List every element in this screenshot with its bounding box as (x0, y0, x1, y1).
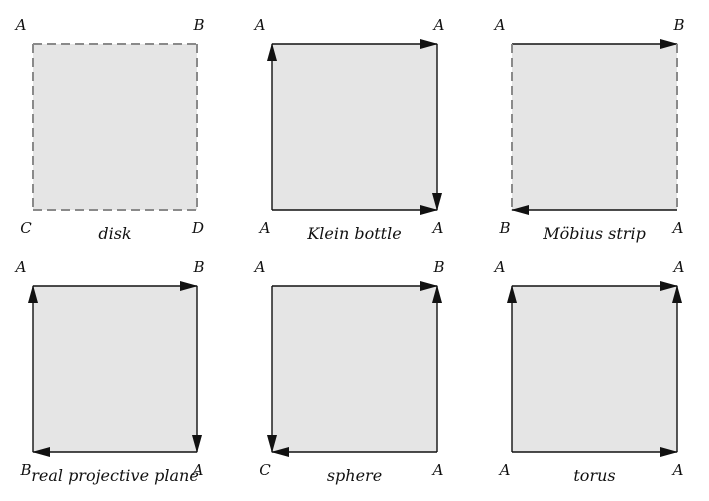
vertex-label-bl: C (259, 461, 271, 479)
vertex-label-tr: A (672, 258, 685, 276)
caption: real projective plane (31, 466, 199, 485)
vertex-label-bl: B (498, 219, 510, 237)
fundamental-square (33, 44, 197, 210)
vertex-label-tl: A (493, 16, 506, 34)
vertex-label-tr: B (432, 258, 444, 276)
fundamental-square (272, 44, 437, 210)
vertex-label-br: A (671, 219, 684, 237)
fundamental-square (33, 286, 197, 452)
fundamental-square (512, 44, 677, 210)
vertex-label-tl: A (253, 258, 266, 276)
caption: disk (98, 224, 131, 243)
vertex-label-bl: C (20, 219, 32, 237)
vertex-label-tr: B (672, 16, 684, 34)
vertex-label-tl: A (253, 16, 266, 34)
vertex-label-tr: A (432, 16, 445, 34)
vertex-label-bl: A (498, 461, 511, 479)
vertex-label-br: A (431, 461, 444, 479)
vertex-label-tl: A (493, 258, 506, 276)
vertex-label-bl: A (258, 219, 271, 237)
fundamental-square (272, 286, 437, 452)
vertex-label-bl: B (19, 461, 31, 479)
vertex-label-tr: B (192, 258, 204, 276)
caption: torus (573, 466, 615, 485)
vertex-label-br: A (191, 461, 204, 479)
panel-klein-bottle: A A A A Klein bottle (253, 16, 445, 243)
vertex-label-br: A (671, 461, 684, 479)
vertex-label-br: A (431, 219, 444, 237)
caption: Möbius strip (542, 224, 646, 243)
vertex-label-tr: B (192, 16, 204, 34)
caption: Klein bottle (306, 224, 401, 243)
vertex-label-br: D (191, 219, 204, 237)
caption: sphere (327, 466, 382, 485)
panel-mobius-strip: A B B A Möbius strip (493, 16, 685, 243)
fundamental-square (512, 286, 677, 452)
vertex-label-tl: A (14, 258, 27, 276)
vertex-label-tl: A (14, 16, 27, 34)
